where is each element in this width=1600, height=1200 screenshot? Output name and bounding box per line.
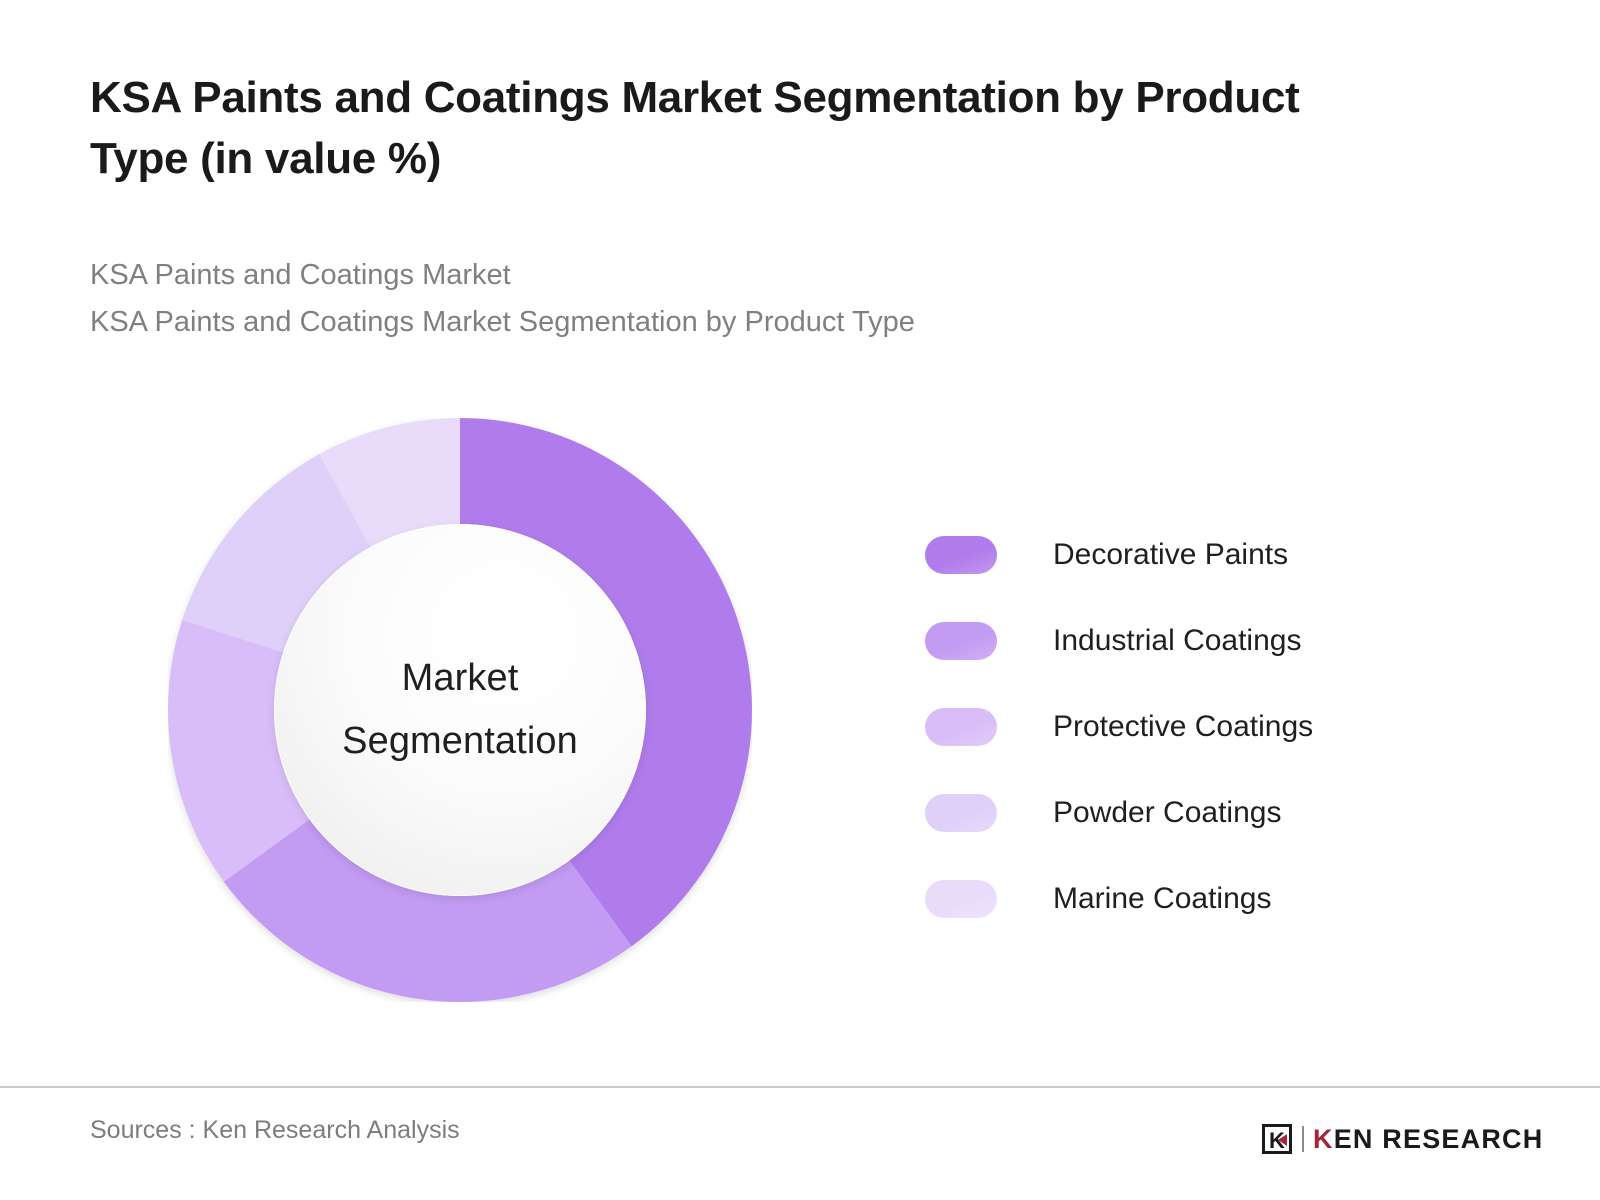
legend-item-marine-coatings[interactable]: Marine Coatings — [925, 856, 1485, 942]
donut-ring — [168, 418, 752, 1002]
legend-item-industrial-coatings[interactable]: Industrial Coatings — [925, 598, 1485, 684]
logo-wordmark: KEN RESEARCH — [1313, 1124, 1543, 1155]
legend-swatch-icon — [925, 880, 997, 918]
legend-swatch-icon — [925, 622, 997, 660]
donut-slice[interactable] — [168, 619, 310, 882]
logo-wordmark-lead: K — [1313, 1123, 1334, 1154]
legend-item-decorative-paints[interactable]: Decorative Paints — [925, 512, 1485, 598]
donut-slice[interactable] — [223, 819, 632, 1002]
donut-svg — [168, 418, 752, 1002]
center-label-line-1: Market — [401, 657, 519, 700]
footer-divider — [0, 1086, 1600, 1088]
subtitle-line-1: KSA Paints and Coatings Market — [90, 259, 511, 291]
donut-slice[interactable] — [319, 418, 460, 548]
legend-item-protective-coatings[interactable]: Protective Coatings — [925, 684, 1485, 770]
donut-center-hole: Market Segmentation — [274, 524, 646, 896]
legend-label: Industrial Coatings — [1053, 624, 1302, 657]
donut-slice[interactable] — [182, 454, 371, 653]
chart-legend: Decorative Paints Industrial Coatings Pr… — [925, 512, 1485, 942]
center-label-line-2: Segmentation — [342, 720, 578, 762]
logo-triangle-icon — [1278, 1134, 1287, 1146]
legend-item-powder-coatings[interactable]: Powder Coatings — [925, 770, 1485, 856]
donut-slice[interactable] — [460, 418, 752, 947]
logo-wordmark-rest: EN RESEARCH — [1333, 1123, 1544, 1154]
donut-chart: Market Segmentation — [168, 418, 752, 1002]
logo-k-mark-icon: K — [1262, 1124, 1292, 1154]
page-title: KSA Paints and Coatings Market Segmentat… — [90, 73, 1300, 183]
legend-label: Marine Coatings — [1053, 882, 1272, 915]
legend-label: Protective Coatings — [1053, 710, 1314, 743]
donut-center-label: Market Segmentation — [342, 647, 578, 772]
page-subtitle: KSA Paints and Coatings Market KSA Paint… — [90, 252, 1290, 346]
legend-label: Decorative Paints — [1053, 538, 1289, 571]
ken-research-logo: K KEN RESEARCH — [1262, 1122, 1543, 1156]
legend-swatch-icon — [925, 794, 997, 832]
logo-divider-icon — [1302, 1126, 1304, 1152]
source-note: Sources : Ken Research Analysis — [90, 1116, 460, 1144]
subtitle-line-2: KSA Paints and Coatings Market Segmentat… — [90, 305, 915, 338]
legend-swatch-icon — [925, 708, 997, 746]
legend-swatch-icon — [925, 536, 997, 574]
legend-label: Powder Coatings — [1053, 796, 1282, 829]
